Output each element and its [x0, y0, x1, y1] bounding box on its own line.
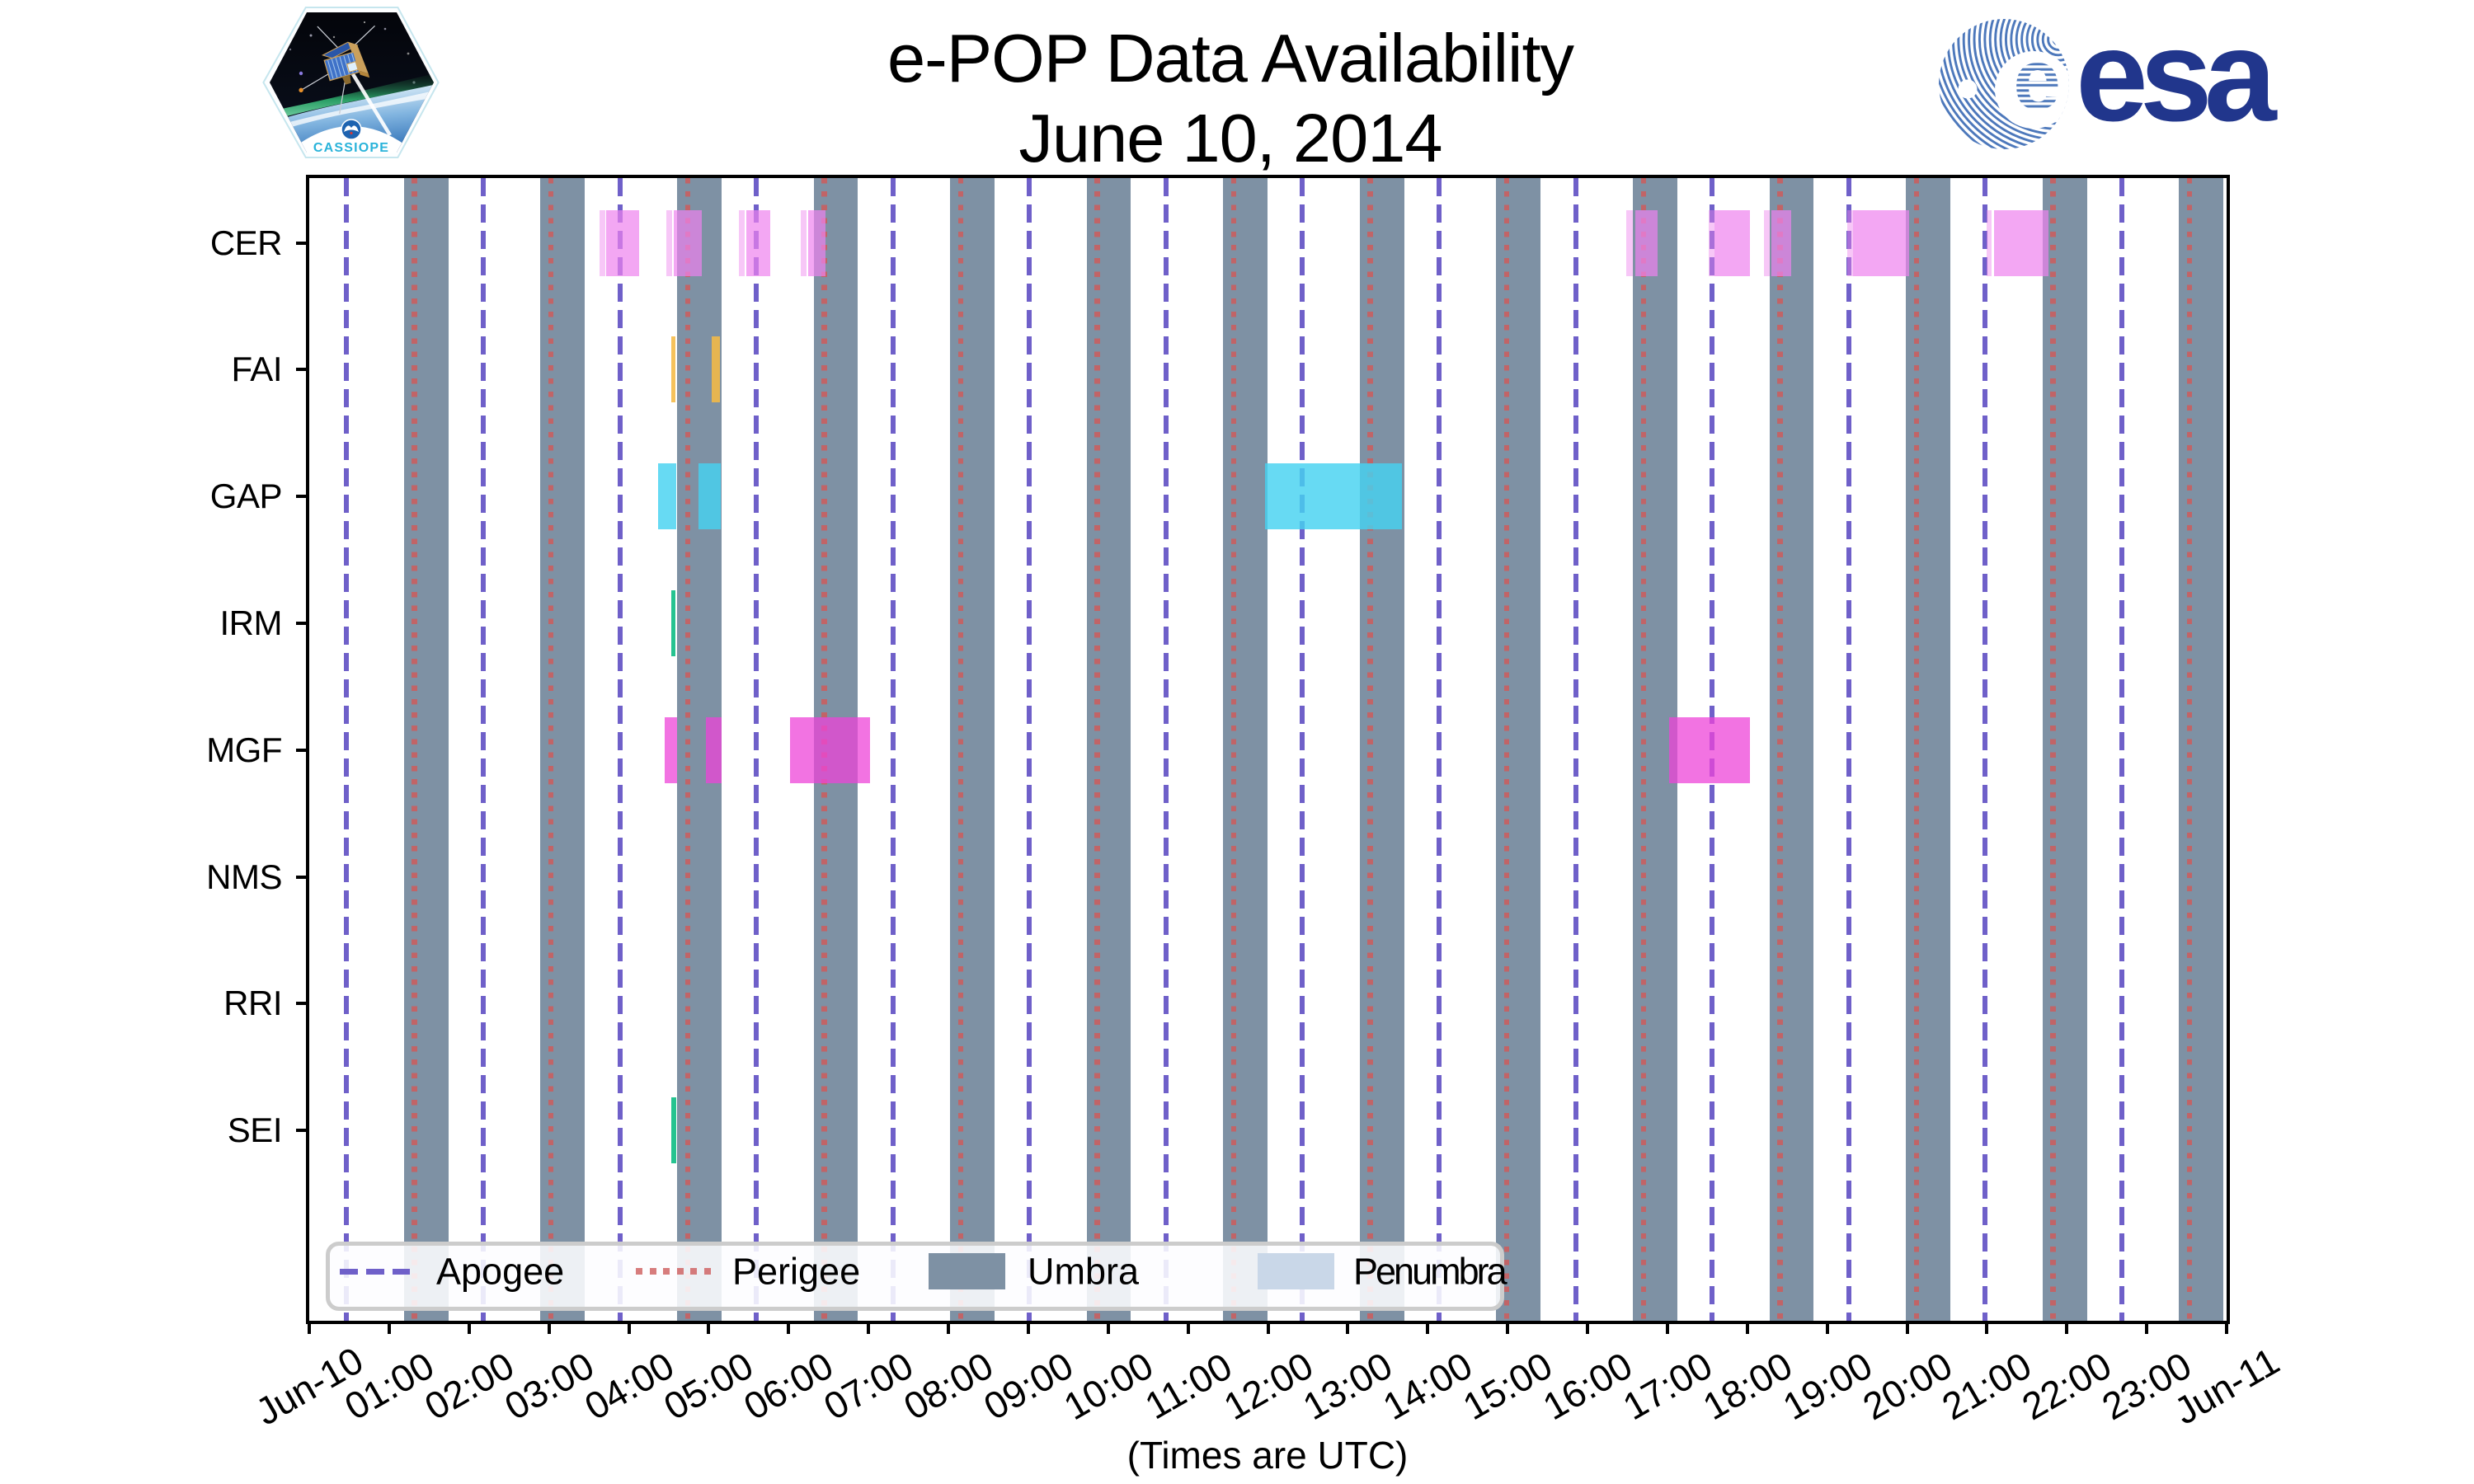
svg-text:CASSIOPE: CASSIOPE	[313, 141, 389, 155]
svg-text:e: e	[2013, 32, 2061, 128]
